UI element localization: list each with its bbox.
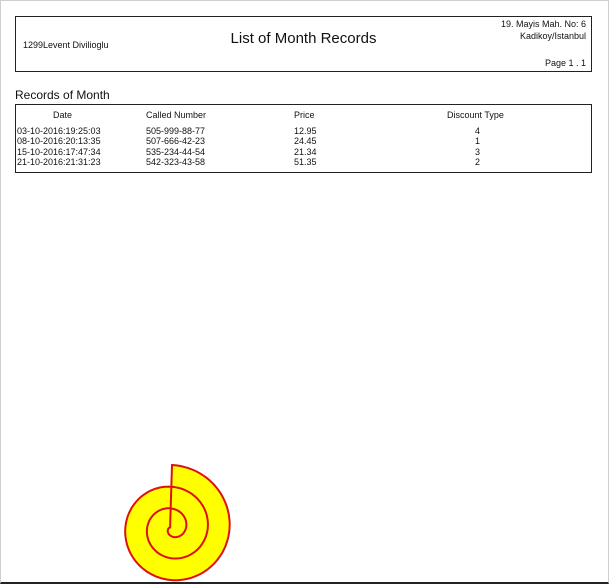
table-cell: 3 <box>475 146 481 157</box>
spiral-path <box>124 463 231 582</box>
table-row: 15-10-2016:17:47:34 535-234-44-54 21.34 3 <box>16 147 591 157</box>
user-name: 1299Levent Divilioglu <box>23 40 109 50</box>
address-line-2: Kadikoy/Istanbul <box>519 31 586 41</box>
table-cell: 1 <box>475 136 481 147</box>
address: 19. Mayis Mah. No: 6 Kadikoy/Istanbul <box>501 18 586 42</box>
column-header-date: Date <box>53 110 73 120</box>
table-cell: 03-10-2016:19:25:03 <box>17 126 101 136</box>
table-cell: 4 <box>475 126 481 136</box>
table-cell: 535-234-44-54 <box>146 146 206 157</box>
table-row: 08-10-2016:20:13:35 507-666-42-23 24.45 1 <box>16 136 591 146</box>
column-header-discount-type: Discount Type <box>447 110 504 120</box>
table-cell: 12.95 <box>294 126 317 136</box>
column-header-called-number: Called Number <box>146 110 207 120</box>
table-cell: 21.34 <box>294 146 317 157</box>
table-cell: 2 <box>475 156 481 167</box>
table-cell: 542-323-43-58 <box>146 156 206 167</box>
column-header-price: Price <box>294 110 315 120</box>
report-title: List of Month Records <box>230 30 377 47</box>
table-cell: 15-10-2016:17:47:34 <box>17 146 101 157</box>
table-cell: 21-10-2016:21:31:23 <box>17 156 101 167</box>
table-row: 21-10-2016:21:31:23 542-323-43-58 51.35 2 <box>16 157 591 167</box>
table-row: 03-10-2016:19:25:03 505-999-88-77 12.95 4 <box>16 126 591 136</box>
table-cell: 507-666-42-23 <box>146 136 206 147</box>
table-cell: 51.35 <box>294 156 317 167</box>
records-table: Date Called Number Price Discount Type 0… <box>15 104 592 173</box>
table-cell: 08-10-2016:20:13:35 <box>17 136 101 147</box>
section-title: Records of Month <box>15 88 110 102</box>
page-number: Page 1 . 1 <box>544 58 586 68</box>
table-cell: 24.45 <box>294 136 317 147</box>
address-line-1: 19. Mayis Mah. No: 6 <box>500 19 586 29</box>
table-cell: 505-999-88-77 <box>146 126 206 136</box>
report-header: 1299Levent Divilioglu List of Month Reco… <box>15 16 592 72</box>
